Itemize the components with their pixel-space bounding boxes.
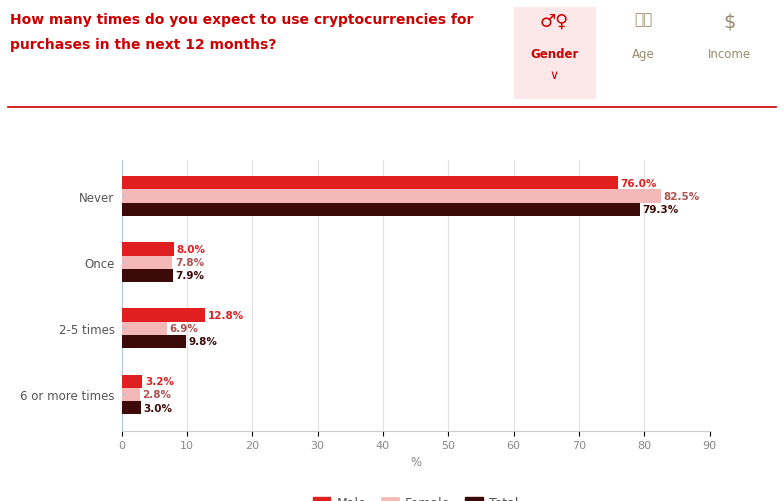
Text: How many times do you expect to use cryptocurrencies for: How many times do you expect to use cryp… xyxy=(10,13,474,27)
Text: 7.8%: 7.8% xyxy=(175,258,204,268)
Text: $: $ xyxy=(723,13,735,32)
Bar xyxy=(122,388,140,401)
X-axis label: %: % xyxy=(410,455,421,467)
Bar xyxy=(122,375,143,388)
Legend: Male, Female, Total: Male, Female, Total xyxy=(307,491,524,501)
Text: 76.0%: 76.0% xyxy=(621,178,657,188)
Bar xyxy=(122,401,141,414)
Bar xyxy=(122,256,172,269)
Text: 12.8%: 12.8% xyxy=(208,311,244,320)
Bar xyxy=(122,177,618,190)
Text: ♂♀: ♂♀ xyxy=(539,13,569,31)
Text: 6.9%: 6.9% xyxy=(169,324,198,334)
Text: 82.5%: 82.5% xyxy=(663,191,699,201)
Text: 2.8%: 2.8% xyxy=(143,390,172,400)
Bar xyxy=(122,309,205,322)
Text: Income: Income xyxy=(707,48,751,61)
Bar xyxy=(122,203,640,216)
Text: 7.9%: 7.9% xyxy=(176,271,205,281)
Bar xyxy=(122,243,174,256)
Bar xyxy=(122,269,173,283)
Bar xyxy=(122,190,660,203)
Text: 79.3%: 79.3% xyxy=(642,205,678,215)
Text: Gender: Gender xyxy=(530,48,579,61)
Text: Age: Age xyxy=(631,48,655,61)
Text: 3.0%: 3.0% xyxy=(143,403,172,413)
Bar xyxy=(122,335,186,348)
Text: 9.8%: 9.8% xyxy=(188,337,217,347)
Bar xyxy=(122,322,166,335)
Text: ⛹⛹: ⛹⛹ xyxy=(633,13,652,28)
Text: purchases in the next 12 months?: purchases in the next 12 months? xyxy=(10,38,277,52)
Text: 8.0%: 8.0% xyxy=(176,244,205,255)
Text: 3.2%: 3.2% xyxy=(145,376,174,386)
Text: ∨: ∨ xyxy=(550,69,559,82)
